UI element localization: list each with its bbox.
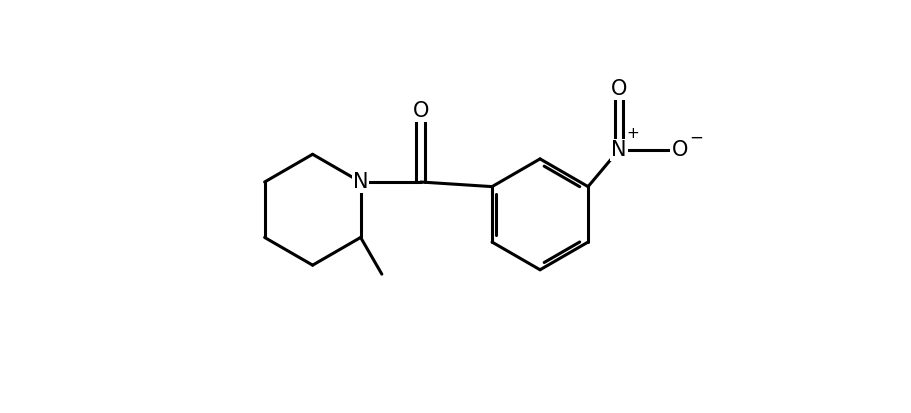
Text: O: O <box>670 140 687 160</box>
Text: O: O <box>412 101 428 121</box>
Text: −: − <box>688 129 701 147</box>
Text: N: N <box>610 140 626 160</box>
Text: +: + <box>626 126 639 140</box>
Text: N: N <box>353 172 368 192</box>
Text: O: O <box>609 79 626 99</box>
